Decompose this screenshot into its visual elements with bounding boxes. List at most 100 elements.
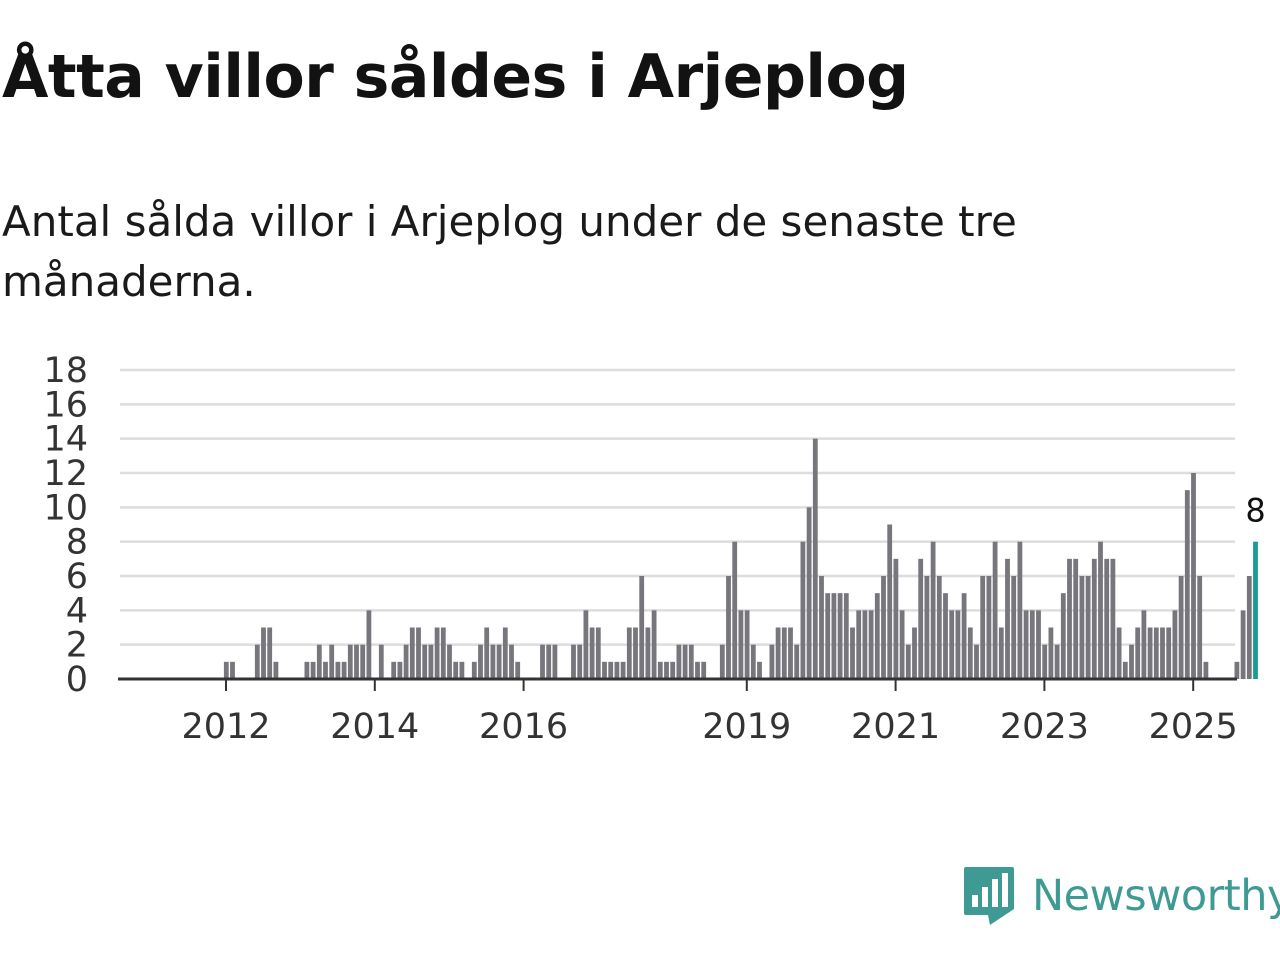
bar — [354, 644, 359, 679]
chart-subtitle: Antal sålda villor i Arjeplog under de s… — [2, 197, 1017, 306]
bar — [459, 661, 465, 679]
bar — [794, 644, 800, 679]
bar — [316, 644, 322, 679]
bar — [1153, 627, 1159, 679]
bar — [478, 644, 483, 679]
bar — [447, 644, 452, 679]
bar — [943, 593, 948, 679]
bar — [1129, 644, 1134, 679]
bar — [496, 644, 502, 679]
bar — [1246, 576, 1252, 679]
bar — [484, 627, 490, 679]
bar — [1091, 558, 1097, 679]
bar — [874, 593, 880, 679]
y-tick-label: 10 — [43, 488, 88, 528]
bar — [967, 627, 973, 679]
bar — [571, 644, 576, 679]
bar — [1172, 610, 1178, 679]
bar — [1067, 558, 1072, 679]
bar — [930, 541, 936, 679]
bar — [440, 627, 446, 679]
bar — [726, 576, 731, 679]
bar — [422, 644, 428, 679]
bar — [974, 644, 979, 679]
bar — [1240, 610, 1246, 679]
bar — [1141, 610, 1147, 679]
bar — [409, 627, 415, 679]
bar — [1122, 661, 1128, 679]
bar — [701, 661, 707, 679]
x-tick-label: 2021 — [851, 707, 940, 747]
x-tick-label: 2014 — [330, 707, 419, 747]
bar — [936, 576, 942, 679]
bar — [583, 610, 589, 679]
bar — [1166, 627, 1172, 679]
bar — [1104, 558, 1110, 679]
x-tick-label: 2012 — [181, 707, 270, 747]
x-tick-label: 2025 — [1149, 707, 1238, 747]
bar — [471, 661, 477, 679]
newsworthy-logo-icon — [964, 867, 1014, 925]
bar — [757, 661, 762, 679]
bar — [955, 610, 961, 679]
bar — [1073, 558, 1079, 679]
bar — [1011, 576, 1017, 679]
bar — [323, 661, 328, 679]
bar — [434, 627, 440, 679]
bar — [862, 610, 868, 679]
bar — [1178, 576, 1184, 679]
bar — [453, 661, 459, 679]
bar — [961, 593, 967, 679]
bar — [781, 627, 787, 679]
bar — [881, 576, 886, 679]
bar — [657, 661, 663, 679]
x-axis — [118, 677, 1237, 691]
bar — [800, 541, 806, 679]
y-tick-label: 0 — [66, 660, 88, 700]
bar — [664, 661, 669, 679]
bar — [546, 644, 552, 679]
bar — [304, 661, 310, 679]
bar — [540, 644, 545, 679]
bar — [360, 644, 366, 679]
y-tick-label: 12 — [43, 454, 88, 494]
bar — [732, 541, 738, 679]
bar — [341, 661, 347, 679]
bar — [899, 610, 905, 679]
bar — [223, 661, 229, 679]
bar — [620, 661, 626, 679]
bar — [626, 627, 632, 679]
bar — [1135, 627, 1141, 679]
x-tick-label: 2023 — [1000, 707, 1089, 747]
value-labels: 8 — [1245, 492, 1265, 530]
bar — [347, 644, 353, 679]
bar — [329, 644, 335, 679]
bar — [391, 661, 397, 679]
bar — [1023, 610, 1029, 679]
bar — [788, 627, 793, 679]
bar — [261, 627, 266, 679]
bar — [639, 576, 645, 679]
bar — [267, 627, 273, 679]
bar — [254, 644, 260, 679]
highlight-value-label: 8 — [1245, 492, 1265, 530]
bar — [868, 610, 874, 679]
bar — [750, 644, 756, 679]
bar — [595, 627, 601, 679]
bar — [397, 661, 403, 679]
bar — [856, 610, 862, 679]
x-tick-label: 2016 — [479, 707, 568, 747]
bar — [366, 610, 372, 679]
bar — [1017, 541, 1023, 679]
bar — [769, 644, 775, 679]
bar — [1085, 576, 1091, 679]
bar — [1098, 541, 1103, 679]
bar — [986, 576, 992, 679]
bar — [893, 558, 899, 679]
x-axis-labels: 2012 2014 2016 2019 2021 2023 2025 — [181, 707, 1237, 747]
bar — [719, 644, 725, 679]
bar — [1160, 627, 1165, 679]
y-tick-label: 18 — [43, 351, 88, 391]
x-tick-label: 2019 — [702, 707, 791, 747]
